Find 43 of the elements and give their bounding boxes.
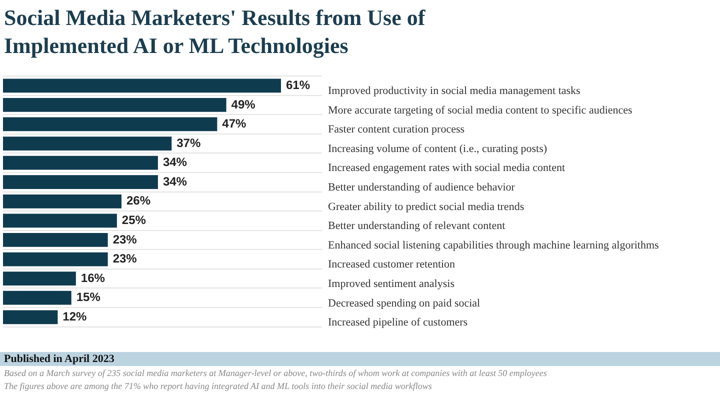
data-label: 12% — [62, 309, 88, 324]
bar — [3, 290, 72, 305]
y-tick-label: Decreased spending on paid social — [328, 297, 480, 310]
bar — [3, 194, 122, 208]
bar — [3, 272, 76, 286]
data-label: 49% — [231, 97, 256, 112]
data-label: 16% — [80, 270, 106, 285]
bar — [3, 252, 108, 266]
y-tick-label: More accurate targeting of social media content to specific audiences — [328, 104, 632, 116]
bar — [3, 98, 226, 112]
data-label: 25% — [122, 213, 146, 228]
y-tick-label: Increased engagement rates with social media content — [328, 162, 566, 174]
bar — [3, 310, 58, 324]
data-label: 26% — [126, 194, 151, 208]
data-label: 37% — [176, 136, 201, 150]
data-label: 23% — [112, 232, 138, 246]
y-tick-label: Better understanding of relevant content — [328, 220, 506, 232]
y-tick-label: Increased pipeline of customers — [328, 316, 468, 329]
text: Based on a March survey of 235 social media marketers at Manager-level or above, two-thirds of whom work at companies with at least 50 employees — [4, 368, 547, 378]
bar — [3, 175, 158, 190]
data-label: 47% — [222, 116, 247, 131]
y-tick-label: Improved productivity in social media management tasks — [328, 85, 580, 98]
bar — [3, 214, 117, 228]
data-label: 61% — [286, 78, 310, 92]
y-tick-label: Faster content curation process — [328, 124, 465, 136]
y-tick-label: Better understanding of audience behavior — [328, 182, 516, 194]
bar — [3, 136, 172, 150]
data-label: 34% — [162, 174, 188, 188]
y-tick-label: Increased customer retention — [328, 258, 456, 271]
y-tick-label: Improved sentiment analysis — [328, 278, 454, 290]
data-label: 34% — [162, 155, 188, 170]
y-tick-label: Greater ability to predict social media trends — [328, 200, 524, 213]
bar — [3, 233, 108, 247]
text: Published in April 2023 — [0, 352, 720, 366]
y-tick-label: Enhanced social listening capabilities through machine learning algorithms — [328, 239, 659, 252]
bar — [3, 156, 158, 170]
data-label: 23% — [112, 252, 138, 266]
y-tick-label: Increasing volume of content (i.e., curating posts) — [328, 142, 548, 155]
data-label: 15% — [76, 290, 101, 304]
bar — [3, 117, 218, 132]
text: The figures above are among the 71% who report having integrated AI and ML tools into their social media workflows — [4, 381, 432, 391]
bar — [3, 78, 281, 93]
chart-title: Social Media Marketers' Results from Use of Implemented AI or ML Technologies — [4, 4, 426, 60]
